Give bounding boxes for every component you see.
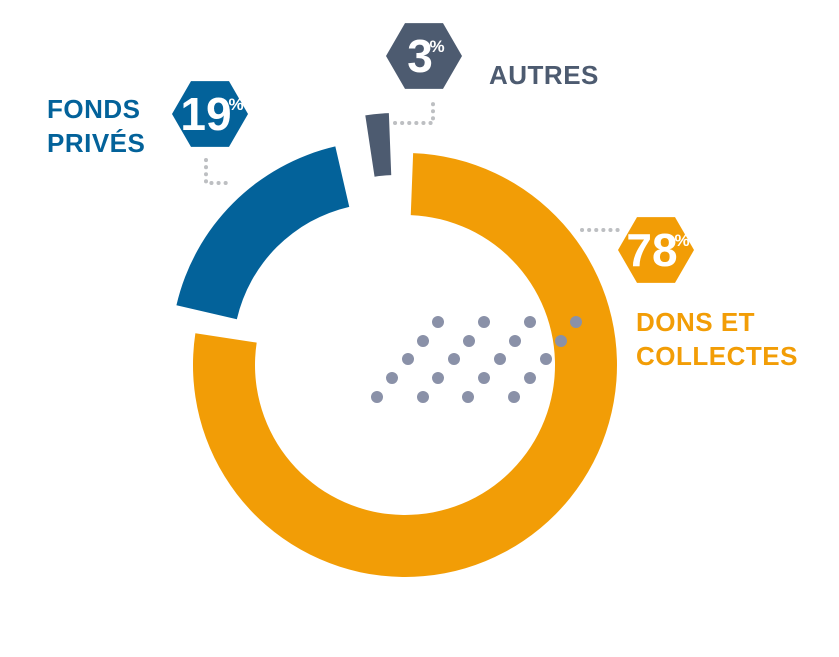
- decor-dot-4-0: [371, 391, 383, 403]
- label-autres: AUTRES: [489, 58, 599, 92]
- decor-dot-4-2: [462, 391, 474, 403]
- decor-dot-3-0: [386, 372, 398, 384]
- decor-dot-4-3: [508, 391, 520, 403]
- decor-dot-1-3: [555, 335, 567, 347]
- badge-hexagon-3: [386, 23, 462, 89]
- label-dons-line1: DONS ET: [636, 307, 756, 337]
- label-fonds-line2: PRIVÉS: [47, 128, 146, 158]
- label-fonds-line1: FONDS: [47, 94, 141, 124]
- label-autres-line1: AUTRES: [489, 60, 599, 90]
- decor-dot-0-1: [478, 316, 490, 328]
- badge-percent-2: %: [228, 95, 243, 114]
- donut-slice-3: [365, 113, 392, 177]
- decor-dot-0-0: [432, 316, 444, 328]
- leader-line-2: [204, 158, 234, 185]
- badge-percent-3: %: [429, 37, 444, 56]
- decor-dot-4-1: [417, 391, 429, 403]
- decor-dot-3-1: [432, 372, 444, 384]
- badge-value-2: 19: [180, 88, 231, 140]
- label-fonds-prives: FONDS PRIVÉS: [47, 92, 145, 160]
- badge-hexagon-1: [618, 217, 694, 283]
- donut-slice-2: [176, 146, 350, 320]
- decor-dot-3-2: [478, 372, 490, 384]
- decor-dot-2-1: [448, 353, 460, 365]
- decor-dot-3-3: [524, 372, 536, 384]
- decor-dot-2-2: [494, 353, 506, 365]
- label-dons-collectes: DONS ET COLLECTES: [636, 305, 798, 373]
- decor-dot-1-1: [463, 335, 475, 347]
- decor-dot-2-0: [402, 353, 414, 365]
- decor-dot-1-0: [417, 335, 429, 347]
- leader-line-3: [393, 99, 435, 125]
- decor-dot-1-2: [509, 335, 521, 347]
- label-dons-line2: COLLECTES: [636, 341, 798, 371]
- badge-value-1: 78: [626, 224, 677, 276]
- badge-value-3: 3: [407, 30, 433, 82]
- decor-dot-0-2: [524, 316, 536, 328]
- decor-dot-0-3: [570, 316, 582, 328]
- decor-dot-2-3: [540, 353, 552, 365]
- badge-hexagon-2: [172, 81, 248, 147]
- badge-percent-1: %: [674, 231, 689, 250]
